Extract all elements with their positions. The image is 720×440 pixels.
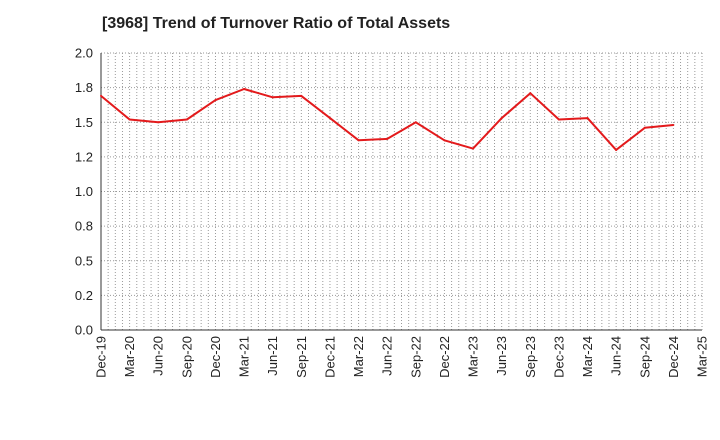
chart-title: [3968] Trend of Turnover Ratio of Total … <box>102 15 451 32</box>
x-tick-label: Sep-24 <box>637 336 652 378</box>
data-point <box>643 126 646 129</box>
x-tick-label: Dec-23 <box>551 336 566 378</box>
data-point <box>472 147 475 150</box>
y-tick-label: 1.0 <box>75 184 93 199</box>
data-point <box>500 117 503 120</box>
x-tick-label: Dec-21 <box>322 336 337 378</box>
data-point <box>586 117 589 120</box>
data-point <box>615 148 618 151</box>
x-tick-label: Sep-22 <box>408 336 423 378</box>
data-point <box>414 121 417 124</box>
y-tick-label: 2.0 <box>75 46 93 61</box>
data-point <box>300 94 303 97</box>
x-tick-label: Jun-23 <box>494 336 509 376</box>
x-tick-label: Mar-23 <box>466 336 481 377</box>
y-tick-label: 1.2 <box>75 149 93 164</box>
data-point <box>357 139 360 142</box>
x-tick-label: Jun-20 <box>151 336 166 376</box>
data-point <box>128 118 131 121</box>
y-tick-label: 0.0 <box>75 323 93 338</box>
x-tick-label: Dec-24 <box>666 336 681 378</box>
data-point <box>185 118 188 121</box>
x-tick-label: Jun-22 <box>380 336 395 376</box>
data-point <box>328 117 331 120</box>
x-tick-label: Dec-22 <box>437 336 452 378</box>
x-tick-label: Mar-24 <box>580 336 595 377</box>
y-tick-label: 0.2 <box>75 288 93 303</box>
x-tick-label: Dec-20 <box>208 336 223 378</box>
x-tick-label: Mar-22 <box>351 336 366 377</box>
x-tick-label: Mar-25 <box>695 336 710 377</box>
x-tick-label: Mar-20 <box>122 336 137 377</box>
x-tick-label: Mar-21 <box>237 336 252 377</box>
x-tick-label: Sep-21 <box>294 336 309 378</box>
data-point <box>243 88 246 91</box>
x-tick-label: Sep-23 <box>523 336 538 378</box>
data-point <box>386 137 389 140</box>
x-tick-label: Dec-19 <box>94 336 109 378</box>
y-tick-label: 0.5 <box>75 253 93 268</box>
data-point <box>672 124 675 127</box>
data-point <box>214 99 217 102</box>
x-tick-label: Jun-24 <box>609 336 624 376</box>
data-point <box>557 118 560 121</box>
data-point <box>157 121 160 124</box>
y-tick-label: 0.8 <box>75 219 93 234</box>
data-point <box>529 92 532 95</box>
x-tick-label: Jun-21 <box>265 336 280 376</box>
data-point <box>443 139 446 142</box>
y-tick-label: 1.5 <box>75 115 93 130</box>
data-point <box>271 96 274 99</box>
y-tick-label: 1.8 <box>75 80 93 95</box>
x-tick-label: Sep-20 <box>179 336 194 378</box>
data-point <box>100 94 102 97</box>
